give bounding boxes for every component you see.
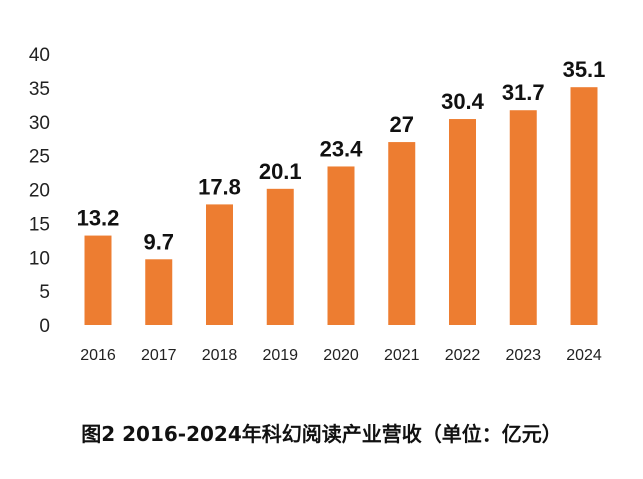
bar xyxy=(509,110,537,325)
data-label: 17.8 xyxy=(198,174,241,199)
x-tick-label: 2022 xyxy=(445,347,481,364)
x-tick-label: 2018 xyxy=(202,347,238,364)
x-tick-label: 2019 xyxy=(262,347,298,364)
data-label: 35.1 xyxy=(563,57,606,82)
y-tick-label: 25 xyxy=(29,147,50,168)
x-tick-label: 2023 xyxy=(505,347,541,364)
data-label: 23.4 xyxy=(320,136,364,161)
bar xyxy=(145,259,173,325)
bar xyxy=(449,119,476,325)
y-tick-label: 10 xyxy=(29,248,50,269)
data-label: 13.2 xyxy=(77,206,120,231)
x-tick-label: 2017 xyxy=(141,347,177,364)
bar xyxy=(206,204,233,325)
chart-title: 图2 2016-2024年科幻阅读产业营收（单位：亿元） xyxy=(81,422,562,446)
y-tick-label: 0 xyxy=(39,316,50,337)
bar xyxy=(266,188,294,325)
bar-chart: 0 5 10 15 20 25 30 35 40 13.2 2016 9.7 2017 17.8 2018 2… xyxy=(29,45,606,364)
y-tick-label: 35 xyxy=(29,79,50,100)
bar xyxy=(570,87,598,325)
y-tick-label: 15 xyxy=(29,214,50,235)
y-tick-label: 5 xyxy=(39,282,50,303)
x-tick-label: 2024 xyxy=(566,347,602,364)
data-label: 20.1 xyxy=(259,159,302,184)
data-label: 9.7 xyxy=(143,229,174,254)
x-tick-label: 2020 xyxy=(323,347,359,364)
data-label: 27 xyxy=(390,112,414,137)
bar xyxy=(327,166,355,325)
bar xyxy=(388,142,416,325)
y-tick-label: 30 xyxy=(29,113,50,134)
x-tick-label: 2016 xyxy=(80,347,116,364)
y-tick-label: 20 xyxy=(29,181,50,202)
data-label: 30.4 xyxy=(441,89,485,114)
y-tick-label: 40 xyxy=(29,45,50,66)
data-label: 31.7 xyxy=(502,80,545,105)
bar xyxy=(84,235,112,325)
x-tick-label: 2021 xyxy=(384,347,420,364)
